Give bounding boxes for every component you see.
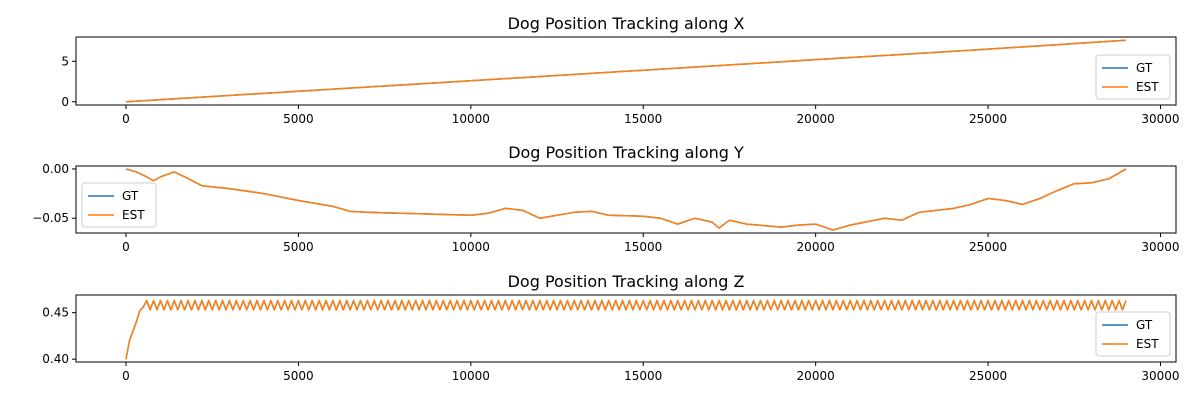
y-tick-label: 5 <box>61 54 69 68</box>
legend-box <box>81 182 157 228</box>
series-line-gt <box>125 168 1127 231</box>
chart-title: Dog Position Tracking along Z <box>508 272 745 291</box>
subplot-3: Dog Position Tracking along Z 0 5000 10000 1… <box>42 272 1179 383</box>
x-tick-label: 30000 <box>1141 112 1179 126</box>
x-tick-label: 5000 <box>283 112 314 126</box>
legend-label-est: EST <box>1136 337 1159 351</box>
x-tick-label: 5000 <box>283 240 314 254</box>
chart-title: Dog Position Tracking along Y <box>508 143 744 162</box>
x-tick-label: 20000 <box>797 240 835 254</box>
x-tick-label: 10000 <box>452 240 490 254</box>
x-tick-label: 10000 <box>452 369 490 383</box>
legend-label-gt: GT <box>1136 318 1153 332</box>
axes-frame <box>75 165 1177 234</box>
x-tick-label: 20000 <box>797 369 835 383</box>
y-tick-label: 0.00 <box>42 162 69 176</box>
axes-frame <box>75 294 1177 363</box>
series-line-est <box>125 39 1127 103</box>
x-tick-label: 15000 <box>624 369 662 383</box>
legend-label-gt: GT <box>122 189 139 203</box>
x-tick-label: 20000 <box>797 112 835 126</box>
x-tick-label: 0 <box>122 112 130 126</box>
legend: GT EST <box>1095 311 1171 357</box>
y-tick-label: 0.40 <box>42 352 69 366</box>
legend-box <box>1095 54 1171 100</box>
x-tick-label: 0 <box>122 369 130 383</box>
series-line-est <box>125 168 1127 231</box>
legend-label-gt: GT <box>1136 61 1153 75</box>
x-tick-label: 25000 <box>969 369 1007 383</box>
x-tick-label: 5000 <box>283 369 314 383</box>
y-tick-label: 0 <box>61 95 69 109</box>
legend: GT EST <box>1095 54 1171 100</box>
y-tick-label: 0.45 <box>42 306 69 320</box>
legend-label-est: EST <box>1136 80 1159 94</box>
x-tick-label: 0 <box>122 240 130 254</box>
x-tick-label: 15000 <box>624 240 662 254</box>
x-tick-label: 10000 <box>452 112 490 126</box>
x-tick-label: 30000 <box>1141 240 1179 254</box>
x-tick-label: 30000 <box>1141 369 1179 383</box>
subplot-1: Dog Position Tracking along X 0 5000 10000 1… <box>61 14 1179 126</box>
series-line-est <box>125 299 1127 360</box>
y-tick-label: −0.05 <box>32 211 69 225</box>
x-tick-label: 15000 <box>624 112 662 126</box>
chart-title: Dog Position Tracking along X <box>508 14 745 33</box>
legend: GT EST <box>81 182 157 228</box>
x-tick-label: 25000 <box>969 240 1007 254</box>
legend-label-est: EST <box>122 208 145 222</box>
x-tick-label: 25000 <box>969 112 1007 126</box>
subplot-2: Dog Position Tracking along Y 0 5000 10000 1… <box>32 143 1179 254</box>
axes-frame <box>75 36 1177 106</box>
legend-box <box>1095 311 1171 357</box>
